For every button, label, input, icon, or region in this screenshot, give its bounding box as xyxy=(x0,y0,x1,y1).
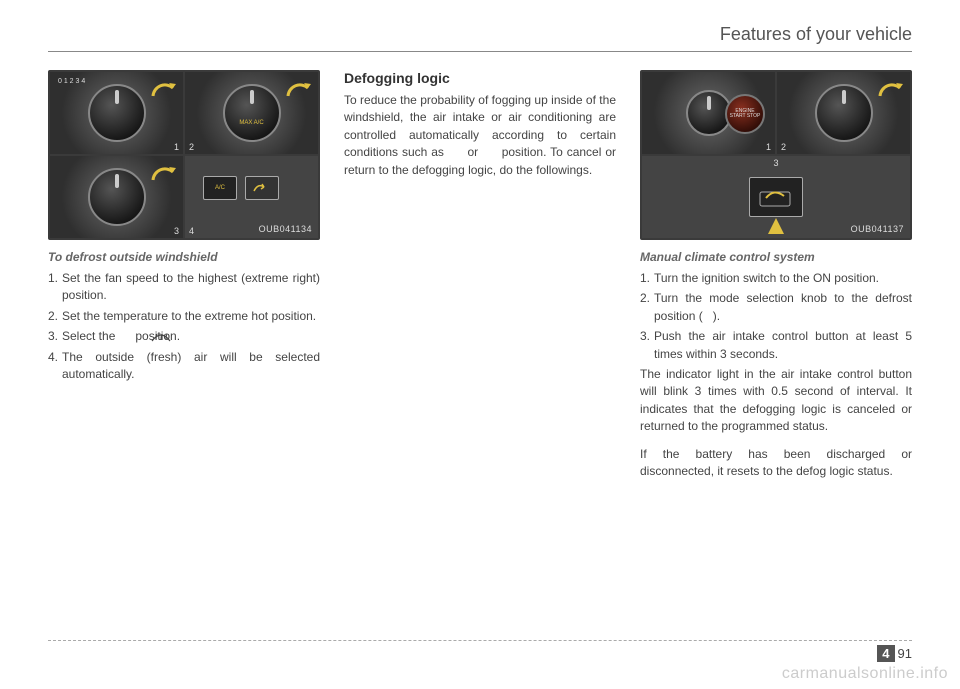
arrow-icon xyxy=(878,76,904,102)
knob-icon xyxy=(88,168,146,226)
list-item: 3.Push the air intake control button at … xyxy=(640,328,912,363)
list-item: 4.The outside (fresh) air will be select… xyxy=(48,349,320,384)
list-text: Turn the mode selection knob to the defr… xyxy=(654,290,912,325)
section-number: 4 xyxy=(877,645,894,662)
caption: To defrost outside windshield xyxy=(48,250,320,264)
mode-knob-cell: 2 xyxy=(777,72,910,154)
knob-icon xyxy=(223,84,281,142)
recirc-icon xyxy=(252,181,272,195)
figure-code: OUB041134 xyxy=(259,224,312,234)
up-arrow-icon xyxy=(768,218,784,234)
fan-speed-knob-cell: 0 1 2 3 4 1 xyxy=(50,72,183,154)
intake-button-cell: 3 OUB041137 xyxy=(642,156,910,238)
list-item: 2.Set the temperature to the extreme hot… xyxy=(48,308,320,325)
list-number: 3. xyxy=(48,328,62,345)
header-title: Features of your vehicle xyxy=(720,24,912,44)
figure-code: OUB041137 xyxy=(851,224,904,234)
col3-list: 1.Turn the ignition switch to the ON pos… xyxy=(640,270,912,363)
list-text: The outside (fresh) air will be selected… xyxy=(62,349,320,384)
cell-label: 3 xyxy=(174,226,179,236)
list-number: 2. xyxy=(640,290,654,325)
recirc-button-icon xyxy=(749,177,803,217)
list-number: 4. xyxy=(48,349,62,384)
list-item: 1.Set the fan speed to the highest (extr… xyxy=(48,270,320,305)
list-text: Set the temperature to the extreme hot p… xyxy=(62,308,320,325)
column-1: 0 1 2 3 4 1 MAX A/C 2 3 xyxy=(48,70,320,488)
col1-list: 1.Set the fan speed to the highest (extr… xyxy=(48,270,320,383)
cell-label: 1 xyxy=(174,142,179,152)
defrost-icon xyxy=(150,331,172,343)
list-text: Set the fan speed to the highest (extrem… xyxy=(62,270,320,305)
list-number: 2. xyxy=(48,308,62,325)
figure-defrost-windshield: 0 1 2 3 4 1 MAX A/C 2 3 xyxy=(48,70,320,240)
cell-label: 2 xyxy=(189,142,194,152)
watermark: carmanualsonline.info xyxy=(782,665,948,683)
arrow-icon xyxy=(151,76,177,102)
mode-knob-cell: 3 xyxy=(50,156,183,238)
list-number: 1. xyxy=(48,270,62,305)
column-3: ENGINE START STOP 1 2 3 OUB041137 xyxy=(640,70,912,488)
knob-icon xyxy=(88,84,146,142)
page-number: 4 91 xyxy=(877,646,912,661)
recirc-inset-icon xyxy=(245,176,279,200)
list-item: 3.Select the position. xyxy=(48,328,320,345)
ac-label: A/C xyxy=(215,185,225,191)
body-text: The indicator light in the air intake co… xyxy=(640,366,912,436)
list-number: 1. xyxy=(640,270,654,287)
figure-manual-climate: ENGINE START STOP 1 2 3 OUB041137 xyxy=(640,70,912,240)
knob-icon xyxy=(815,84,873,142)
column-2: Defogging logic To reduce the probabilit… xyxy=(344,70,616,488)
arrow-icon xyxy=(151,160,177,186)
cell-label: 1 xyxy=(766,142,771,152)
heading: Defogging logic xyxy=(344,70,616,86)
list-item: 1.Turn the ignition switch to the ON pos… xyxy=(640,270,912,287)
arrow-icon xyxy=(286,76,312,102)
list-text: Push the air intake control button at le… xyxy=(654,328,912,363)
engine-start-button-icon: ENGINE START STOP xyxy=(725,94,765,134)
content-columns: 0 1 2 3 4 1 MAX A/C 2 3 xyxy=(48,70,912,488)
caption: Manual climate control system xyxy=(640,250,912,264)
list-text: Turn the ignition switch to the ON posit… xyxy=(654,270,912,287)
list-text: Select the position. xyxy=(62,328,320,345)
list-number: 3. xyxy=(640,328,654,363)
cell-label: 4 xyxy=(189,226,194,236)
page-header: Features of your vehicle xyxy=(48,24,912,52)
footer-rule xyxy=(48,640,912,641)
cell-label: 3 xyxy=(773,158,778,168)
ac-inset-icon: A/C xyxy=(203,176,237,200)
body-text: If the battery has been discharged or di… xyxy=(640,446,912,481)
recirc-icon xyxy=(756,184,796,210)
body-text: To reduce the probability of fogging up … xyxy=(344,92,616,179)
max-ac-label: MAX A/C xyxy=(239,120,263,126)
temperature-knob-cell: MAX A/C 2 xyxy=(185,72,318,154)
list-item: 2.Turn the mode selection knob to the de… xyxy=(640,290,912,325)
inset-cell: A/C 4 OUB041134 xyxy=(185,156,318,238)
cell-label: 2 xyxy=(781,142,786,152)
page-number-value: 91 xyxy=(898,646,912,661)
page: Features of your vehicle 0 1 2 3 4 1 MAX… xyxy=(0,0,960,689)
ignition-cell: ENGINE START STOP 1 xyxy=(642,72,775,154)
fan-speed-numbers: 0 1 2 3 4 xyxy=(58,78,85,85)
